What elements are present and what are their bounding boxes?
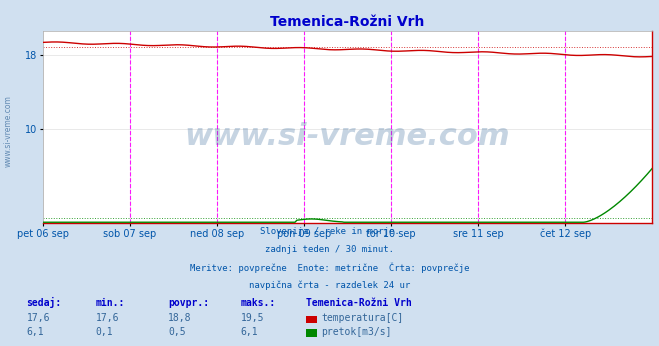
Text: www.si-vreme.com: www.si-vreme.com bbox=[3, 95, 13, 167]
Text: pretok[m3/s]: pretok[m3/s] bbox=[321, 327, 391, 337]
Text: zadnji teden / 30 minut.: zadnji teden / 30 minut. bbox=[265, 245, 394, 254]
Text: povpr.:: povpr.: bbox=[168, 298, 209, 308]
Text: maks.:: maks.: bbox=[241, 298, 275, 308]
Text: Temenica-Rožni Vrh: Temenica-Rožni Vrh bbox=[306, 298, 412, 308]
Text: 18,8: 18,8 bbox=[168, 313, 192, 323]
Text: Meritve: povprečne  Enote: metrične  Črta: povprečje: Meritve: povprečne Enote: metrične Črta:… bbox=[190, 263, 469, 273]
Text: temperatura[C]: temperatura[C] bbox=[321, 313, 403, 323]
Text: 19,5: 19,5 bbox=[241, 313, 264, 323]
Text: min.:: min.: bbox=[96, 298, 125, 308]
Text: www.si-vreme.com: www.si-vreme.com bbox=[185, 122, 511, 151]
Text: sedaj:: sedaj: bbox=[26, 297, 61, 308]
Text: navpična črta - razdelek 24 ur: navpična črta - razdelek 24 ur bbox=[249, 281, 410, 290]
Text: 0,1: 0,1 bbox=[96, 327, 113, 337]
Text: 0,5: 0,5 bbox=[168, 327, 186, 337]
Text: 17,6: 17,6 bbox=[26, 313, 50, 323]
Text: 17,6: 17,6 bbox=[96, 313, 119, 323]
Title: Temenica-Rožni Vrh: Temenica-Rožni Vrh bbox=[270, 15, 425, 29]
Text: 6,1: 6,1 bbox=[26, 327, 44, 337]
Text: 6,1: 6,1 bbox=[241, 327, 258, 337]
Text: Slovenija / reke in morje.: Slovenija / reke in morje. bbox=[260, 227, 399, 236]
